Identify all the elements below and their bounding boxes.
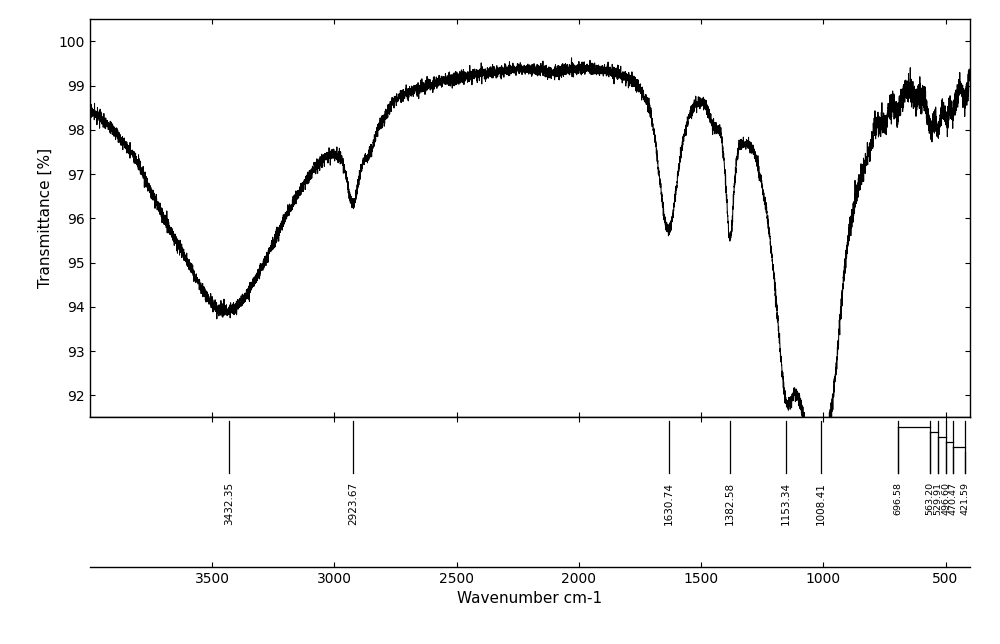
Text: 2923.67: 2923.67 xyxy=(348,482,358,526)
Text: 3432.35: 3432.35 xyxy=(224,482,234,526)
Y-axis label: Transmittance [%]: Transmittance [%] xyxy=(38,148,53,289)
Text: 1008.41: 1008.41 xyxy=(816,482,826,526)
Text: 470.47: 470.47 xyxy=(948,482,957,515)
Text: 421.59: 421.59 xyxy=(960,482,969,515)
Text: 529.91: 529.91 xyxy=(934,482,943,515)
X-axis label: Wavenumber cm-1: Wavenumber cm-1 xyxy=(457,591,603,606)
Text: 696.58: 696.58 xyxy=(893,482,902,515)
Text: 1382.58: 1382.58 xyxy=(725,482,735,526)
Text: 1153.34: 1153.34 xyxy=(781,482,791,526)
Text: 563.20: 563.20 xyxy=(926,482,935,515)
Text: 1630.74: 1630.74 xyxy=(664,482,674,526)
Text: 496.60: 496.60 xyxy=(942,482,951,515)
